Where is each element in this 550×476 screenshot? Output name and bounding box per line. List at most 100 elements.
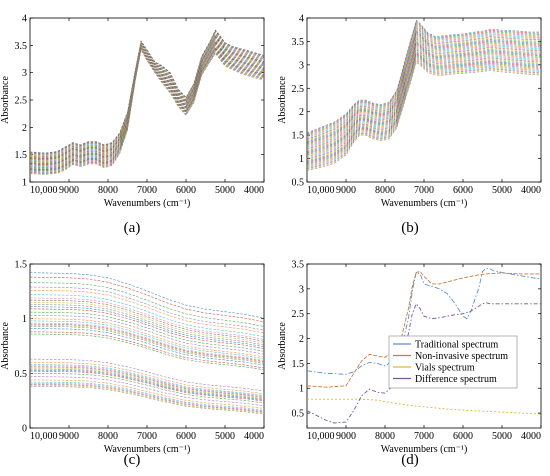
- legend-label: Vials spectrum: [415, 363, 475, 374]
- panel-label: (c): [124, 452, 141, 468]
- spectrum-line: [30, 302, 264, 344]
- spectrum-line: [307, 36, 541, 148]
- spectrum-line: [30, 379, 264, 409]
- spectrum-line: [30, 320, 264, 360]
- spectrum-line: [30, 36, 264, 160]
- x-tick-label: 5000: [492, 185, 512, 196]
- spectrum-line: [30, 366, 264, 398]
- y-tick-label: 1: [299, 384, 304, 395]
- spectrum-line: [307, 34, 541, 147]
- spectrum-line: [30, 46, 264, 170]
- y-tick-label: 3: [299, 284, 304, 295]
- y-tick-label: 3: [299, 60, 304, 71]
- spectrum-line: [30, 384, 264, 413]
- x-tick-label: 4000: [244, 185, 264, 196]
- spectrum-line: [307, 28, 541, 141]
- spectrum-line: [30, 365, 264, 397]
- y-tick-label: 1.5: [292, 359, 305, 370]
- spectrum-line: [307, 45, 541, 157]
- spectrum-line: [30, 40, 264, 164]
- y-tick-label: 4: [22, 14, 27, 25]
- spectrum-line: [30, 282, 264, 327]
- x-tick-label: 5000: [215, 431, 235, 442]
- x-tick-label: 8000: [375, 431, 395, 442]
- spectrum-line: [30, 308, 264, 349]
- spectrum-line: [307, 40, 541, 152]
- spectrum-line: [30, 34, 264, 159]
- y-tick-label: 0.5: [292, 409, 305, 420]
- spectrum-line: [30, 48, 264, 175]
- spectrum-line: [30, 41, 264, 165]
- x-tick-label: 4000: [244, 431, 264, 442]
- y-axis-label: Absorbance: [277, 322, 288, 370]
- spectrum-line: [30, 304, 264, 346]
- spectrum-line: [30, 318, 264, 358]
- y-tick-label: 3.5: [292, 37, 305, 48]
- y-tick-label: 1: [299, 154, 304, 165]
- spectrum-line: [307, 27, 541, 140]
- spectra-group: [307, 19, 541, 171]
- x-tick-label: 4000: [521, 431, 541, 442]
- spectrum-line: [30, 331, 264, 369]
- y-tick-label: 1.5: [15, 150, 28, 161]
- spectrum-line: [307, 33, 541, 146]
- spectrum-line: [30, 370, 264, 402]
- panel-a: 10,000 9000 8000 7000 6000 5000 4000 1 1.5 2 2.5 3 3…: [0, 14, 265, 236]
- y-tick-label: 2.5: [292, 84, 305, 95]
- spectrum-line: [30, 369, 264, 401]
- spectrum-line: [30, 276, 264, 323]
- spectrum-line: [30, 385, 264, 414]
- spectrum-line: [307, 59, 541, 169]
- panel-label: (d): [401, 452, 419, 468]
- spectrum-line: [30, 322, 264, 361]
- x-tick-label: 7000: [137, 431, 157, 442]
- x-tick-label: 6000: [453, 185, 473, 196]
- spectra-group: [307, 267, 541, 424]
- spectrum-line: [30, 30, 264, 155]
- x-tick-label: 6000: [176, 431, 196, 442]
- spectrum-line: [30, 35, 264, 159]
- y-axis-label: Absorbance: [0, 76, 11, 124]
- spectrum-line: [30, 306, 264, 348]
- spectrum-line: [30, 311, 264, 352]
- x-tick-label: 9000: [336, 431, 356, 442]
- x-tick-label: 7000: [414, 185, 434, 196]
- series-line-vials-spectrum: [307, 398, 541, 415]
- panel-b: 10,000 9000 8000 7000 6000 5000 4000 0.5 1 1.5 2 2.…: [277, 14, 542, 236]
- x-axis-label: Wavenumbers (cm⁻¹): [381, 444, 468, 455]
- legend-label: Non-invasive spectrum: [415, 351, 508, 362]
- y-tick-label: 0.5: [292, 178, 305, 189]
- spectrum-line: [307, 37, 541, 149]
- spectrum-line: [30, 36, 264, 160]
- spectrum-line: [30, 46, 264, 170]
- panel-d: 10,000 9000 8000 7000 6000 5000 4000 0.5 1 1.5 2 2.…: [277, 260, 542, 468]
- x-tick-label: 10,000: [307, 185, 335, 196]
- spectrum-line: [307, 39, 541, 151]
- x-tick-label: 7000: [414, 431, 434, 442]
- x-tick-label: 10,000: [30, 431, 58, 442]
- x-axis-label: Wavenumbers (cm⁻¹): [104, 198, 191, 209]
- spectrum-line: [307, 19, 541, 134]
- y-tick-label: 2.5: [15, 96, 28, 107]
- spectrum-line: [307, 43, 541, 155]
- spectrum-line: [30, 289, 264, 334]
- y-tick-label: 2: [299, 107, 304, 118]
- y-tick-label: 3.5: [15, 41, 28, 52]
- y-tick-label: 1: [22, 314, 27, 325]
- spectrum-line: [307, 23, 541, 136]
- spectrum-line: [30, 386, 264, 415]
- spectrum-line: [307, 42, 541, 154]
- spectrum-line: [30, 30, 264, 154]
- x-tick-label: 6000: [453, 431, 473, 442]
- y-tick-label: 2: [299, 334, 304, 345]
- y-tick-label: 3.5: [292, 260, 305, 271]
- x-tick-label: 5000: [215, 185, 235, 196]
- x-tick-label: 9000: [59, 185, 79, 196]
- x-tick-label: 10,000: [307, 431, 335, 442]
- spectrum-line: [307, 62, 541, 171]
- spectrum-line: [30, 47, 264, 171]
- spectrum-line: [307, 20, 541, 135]
- x-tick-label: 10,000: [30, 185, 58, 196]
- spectrum-line: [30, 358, 264, 392]
